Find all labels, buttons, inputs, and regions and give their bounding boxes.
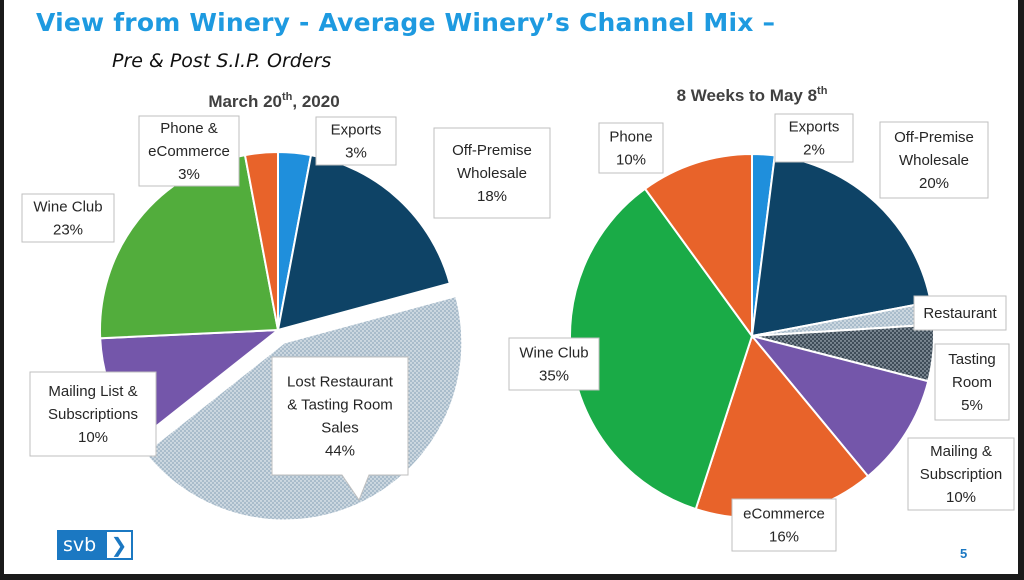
label-line: 35% [539, 368, 569, 385]
svb-logo: svb ❯ [57, 530, 133, 560]
label-box [907, 437, 1015, 511]
label-line: Wine Club [33, 199, 102, 216]
chart-2-label-tasting: Tasting Room 5% [934, 343, 1010, 421]
chevron-right-icon: ❯ [105, 530, 133, 560]
chart-2-label-mailing: Mailing & Subscription 10% [907, 437, 1015, 511]
label-box [29, 371, 157, 457]
label-line: Mailing List & [48, 383, 137, 400]
label-line: 20% [919, 175, 949, 192]
label-line: eCommerce [148, 143, 230, 160]
label-box [913, 295, 1007, 331]
label-line: 2% [803, 142, 825, 159]
label-box [879, 121, 989, 199]
slide-subtitle: Pre & Post S.I.P. Orders [112, 50, 332, 72]
label-line: Lost Restaurant [287, 374, 394, 391]
label-line: 3% [178, 166, 200, 183]
label-line: Mailing & [930, 443, 992, 460]
label-line: eCommerce [743, 506, 825, 523]
logo-text: svb [63, 534, 97, 556]
label-line: 18% [477, 188, 507, 205]
label-box [271, 356, 409, 502]
label-line: Phone [609, 129, 652, 146]
label-line: Exports [331, 122, 382, 139]
chart-1-label-phone: Phone & eCommerce 3% [138, 115, 240, 187]
label-line: Phone & [160, 120, 218, 137]
chart-2-label-exports: Exports 2% [774, 113, 854, 163]
chart-2-label-wine-club: Wine Club 35% [508, 337, 600, 391]
label-line: 10% [78, 429, 108, 446]
label-line: Off-Premise [452, 142, 532, 159]
label-box [508, 337, 600, 391]
chart-1-label-mailing-list: Mailing List & Subscriptions 10% [29, 371, 157, 457]
label-box [433, 127, 551, 219]
label-line: Wholesale [457, 165, 527, 182]
chart-1-label-wine-club: Wine Club 23% [21, 193, 115, 243]
label-line: Subscription [920, 466, 1003, 483]
label-line: 44% [325, 443, 355, 460]
charts-canvas: March 20th, 2020 8 Weeks to May 8th Expo… [21, 85, 1015, 552]
label-line: Off-Premise [894, 129, 974, 146]
label-line: Wine Club [519, 345, 588, 362]
chart-1-slice-phone [243, 150, 279, 331]
label-box [774, 113, 854, 163]
label-box [138, 115, 240, 187]
label-line: 10% [946, 489, 976, 506]
label-box [315, 116, 397, 166]
label-line: Sales [321, 420, 359, 437]
chart-2-title: 8 Weeks to May 8th [677, 85, 828, 105]
label-line: 3% [345, 145, 367, 162]
label-line: Exports [789, 119, 840, 136]
chart-2-label-ecommerce: eCommerce 16% [731, 498, 837, 552]
label-box [934, 343, 1010, 421]
label-line: Restaurant [923, 305, 997, 322]
label-line: Subscriptions [48, 406, 138, 423]
label-line: & Tasting Room [287, 397, 393, 414]
chart-2-label-restaurant: Restaurant [913, 295, 1007, 331]
chart-2-slice-phone [643, 152, 753, 340]
label-line: Room [952, 374, 992, 391]
label-box [731, 498, 837, 552]
page-number: 5 [960, 546, 968, 561]
chart-2-slice-mailing [749, 334, 930, 478]
label-line: 23% [53, 222, 83, 239]
slide-title: View from Winery - Average Winery’s Chan… [36, 8, 776, 37]
chart-2-label-off-premise: Off-Premise Wholesale 20% [879, 121, 989, 199]
chart-1-label-off-premise: Off-Premise Wholesale 18% [433, 127, 551, 219]
label-line: Wholesale [899, 152, 969, 169]
label-line: Tasting [948, 351, 996, 368]
label-box [598, 122, 664, 174]
chart-1-label-lost-restaurant: Lost Restaurant & Tasting Room Sales 44% [271, 356, 409, 502]
label-line: 10% [616, 152, 646, 169]
label-line: 16% [769, 529, 799, 546]
chart-1-title: March 20th, 2020 [208, 91, 339, 111]
label-line: 5% [961, 397, 983, 414]
label-box [21, 193, 115, 243]
slice-labels: Exports 3% Off-Premise Wholesale 18% Lost Res… [21, 113, 1015, 552]
chart-2-pie [569, 152, 935, 519]
slide: View from Winery - Average Winery’s Chan… [4, 0, 1018, 574]
chart-2-label-phone: Phone 10% [598, 122, 664, 174]
chart-1-label-exports: Exports 3% [315, 116, 397, 166]
